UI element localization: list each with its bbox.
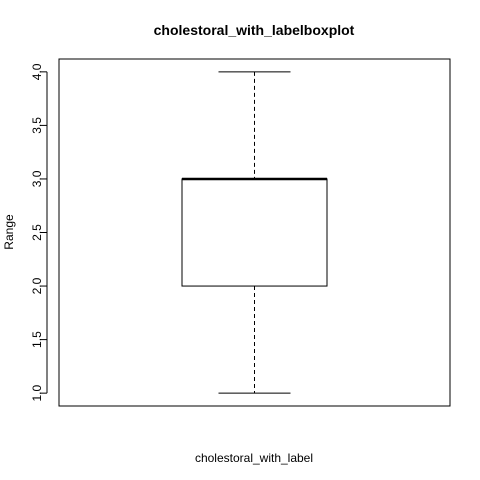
- box-layer: [181, 71, 328, 394]
- plot-frame: [58, 58, 451, 407]
- y-axis: 1.0 1.5 2.0 2.5 3.0 3.5 4.0: [30, 63, 48, 401]
- chart-title: cholestoral_with_labelboxplot: [154, 22, 355, 38]
- y-axis-label: Range: [2, 214, 16, 250]
- y-tick-label: 1.0: [30, 384, 44, 401]
- y-tick-label: 3.5: [30, 117, 44, 134]
- iqr-box: [181, 178, 328, 287]
- y-tick-label: 2.5: [30, 224, 44, 241]
- x-axis-label: cholestoral_with_label: [195, 451, 313, 465]
- y-tick-label: 4.0: [30, 63, 44, 80]
- y-tick-label: 2.0: [30, 277, 44, 294]
- y-tick-label: 3.0: [30, 170, 44, 187]
- y-tick-label: 1.5: [30, 331, 44, 348]
